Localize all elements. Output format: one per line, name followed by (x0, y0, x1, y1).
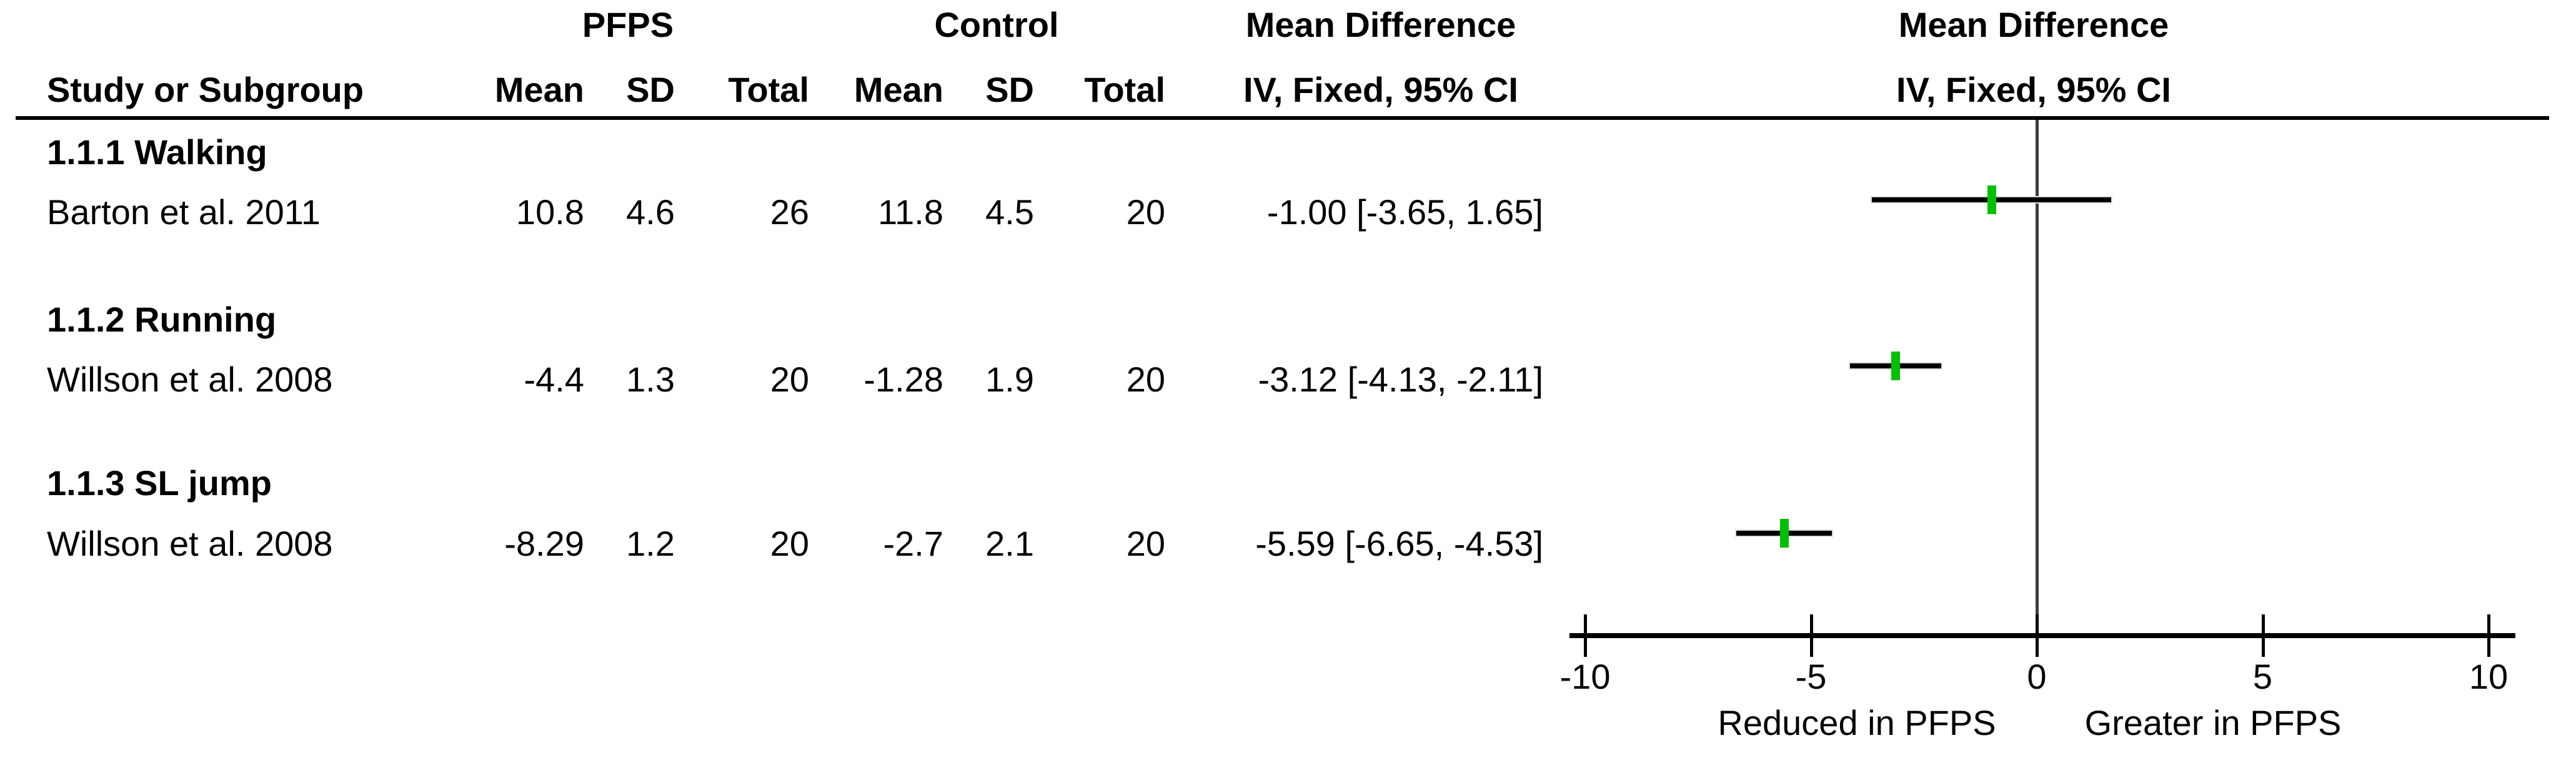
control-total-value: 20 (1126, 524, 1165, 563)
control-mean-value: -1.28 (863, 360, 943, 399)
plot-model-header: IV, Fixed, 95% CI (1896, 70, 2171, 109)
control-mean-header: Mean (853, 70, 943, 109)
axis-tick-label: 10 (2469, 657, 2509, 696)
pfps-total-value: 20 (770, 360, 809, 399)
pfps-mean-value: -4.4 (524, 360, 585, 399)
pfps-sd-value: 1.3 (626, 360, 675, 399)
control-total-value: 20 (1126, 360, 1165, 399)
plot-column-header: Mean Difference (1898, 5, 2169, 44)
axis-tick-label: -10 (1559, 657, 1611, 696)
zero-effect-line (2036, 120, 2039, 636)
pfps-mean-value: -8.29 (504, 524, 584, 563)
pfps-total-value: 20 (770, 524, 809, 563)
column-group-header-control: Control (934, 5, 1059, 44)
control-sd-header: SD (985, 70, 1034, 109)
pfps-mean-header: Mean (494, 70, 584, 109)
axis-direction-label-right: Greater in PFPS (2084, 703, 2342, 742)
x-axis-tick (1584, 614, 1587, 657)
x-axis-tick (2261, 614, 2265, 657)
control-mean-value: 11.8 (878, 192, 943, 232)
pfps-sd-value: 1.2 (626, 524, 675, 563)
control-sd-value: 2.1 (985, 524, 1034, 563)
study-name: Barton et al. 2011 (47, 192, 321, 232)
point-estimate-marker (1891, 352, 1901, 380)
effect-model-header: IV, Fixed, 95% CI (1243, 70, 1518, 109)
axis-tick-label: 0 (2027, 657, 2047, 696)
point-estimate-marker (1779, 519, 1789, 548)
column-group-header-pfps: PFPS (582, 5, 674, 44)
pfps-total-value: 26 (770, 192, 809, 232)
x-axis-line (1569, 633, 2516, 638)
subgroup-label: 1.1.2 Running (47, 300, 277, 339)
control-total-value: 20 (1126, 192, 1165, 232)
subgroup-label: 1.1.3 SL jump (47, 463, 272, 503)
control-total-header: Total (1084, 70, 1165, 109)
point-estimate-marker (1987, 185, 1996, 214)
axis-tick-label: -5 (1795, 657, 1827, 696)
study-name: Willson et al. 2008 (47, 524, 333, 563)
x-axis-tick (2036, 614, 2039, 657)
pfps-mean-value: 10.8 (516, 192, 584, 232)
control-mean-value: -2.7 (883, 524, 944, 563)
effect-column-header: Mean Difference (1245, 5, 1516, 44)
study-column-header: Study or Subgroup (47, 70, 364, 109)
control-sd-value: 1.9 (985, 360, 1034, 399)
pfps-sd-header: SD (626, 70, 675, 109)
control-sd-value: 4.5 (985, 192, 1034, 232)
x-axis-tick (2487, 614, 2490, 657)
x-axis-tick (1809, 614, 1813, 657)
effect-ci-text: -1.00 [-3.65, 1.65] (1266, 192, 1543, 232)
pfps-sd-value: 4.6 (626, 192, 675, 232)
header-separator-rule (16, 116, 2549, 120)
pfps-total-header: Total (728, 70, 809, 109)
study-name: Willson et al. 2008 (47, 360, 333, 399)
subgroup-label: 1.1.1 Walking (47, 132, 267, 172)
effect-ci-text: -3.12 [-4.13, -2.11] (1258, 360, 1543, 399)
axis-tick-label: 5 (2252, 657, 2273, 696)
effect-ci-text: -5.59 [-6.65, -4.53] (1255, 524, 1543, 563)
axis-direction-label-left: Reduced in PFPS (1718, 703, 1996, 742)
